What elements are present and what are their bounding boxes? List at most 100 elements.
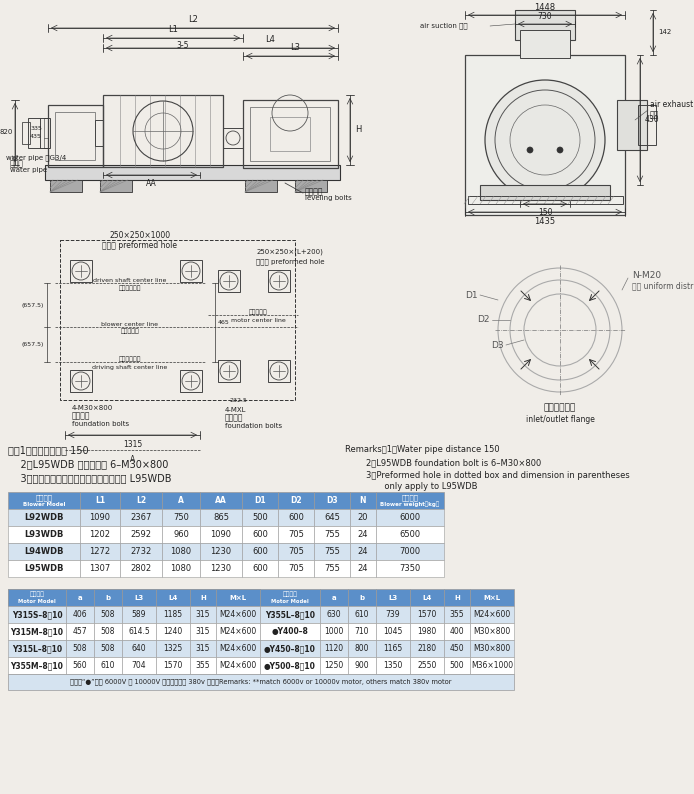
Text: N-M20: N-M20 [632,271,661,279]
Text: 610: 610 [101,661,115,670]
Bar [216,657,260,674]
Bar [410,589,444,606]
Text: ●Y500–8．10: ●Y500–8．10 [264,661,316,670]
Text: 2592: 2592 [130,530,151,539]
Text: 142: 142 [658,29,671,35]
Bar [223,128,243,148]
Text: foundation bolts: foundation bolts [72,421,129,427]
Text: D2: D2 [477,315,490,325]
Text: 电机中心线: 电机中心线 [248,309,267,314]
Bar [162,543,200,560]
Text: Y315S–8．10: Y315S–8．10 [12,610,62,619]
Bar [348,606,376,623]
Text: 1000: 1000 [324,627,344,636]
Text: H: H [200,595,206,600]
Text: foundation bolts: foundation bolts [225,423,282,429]
Text: H: H [355,125,362,134]
Text: air suction 进气: air suction 进气 [420,23,468,29]
Text: 1202: 1202 [90,530,110,539]
Bar [180,370,202,392]
Bar [80,526,120,543]
Text: 1080: 1080 [171,547,192,556]
Text: 800: 800 [355,644,369,653]
Bar [45,165,340,180]
Text: ●Y450–8．10: ●Y450–8．10 [264,644,316,653]
Text: 4-MXL: 4-MXL [225,407,246,413]
Bar [245,180,277,192]
Text: water pipe 接G3/4: water pipe 接G3/4 [6,155,66,161]
Bar [376,509,444,526]
Text: L94WDB: L94WDB [24,547,64,556]
Bar [314,560,350,577]
Text: 150: 150 [538,208,552,217]
Bar [278,560,314,577]
Text: 電機型號: 電機型號 [282,592,298,597]
Text: 865: 865 [213,513,229,522]
Bar [314,492,350,509]
Bar [376,623,410,640]
Text: D3: D3 [491,341,504,349]
Bar [190,623,216,640]
Bar [260,640,320,657]
Text: 645: 645 [324,513,340,522]
Circle shape [527,147,533,153]
Text: 地脚螺栓: 地脚螺栓 [72,411,90,421]
Text: 315: 315 [196,627,210,636]
Text: M24×600: M24×600 [473,610,511,619]
Text: 1250: 1250 [324,661,344,670]
Text: 315: 315 [196,644,210,653]
Bar [8,623,66,640]
Text: Y355M–8．10: Y355M–8．10 [10,661,63,670]
Text: 注：帶“●”適用 6000V 或 10000V 電機，其餘為 380v 電機。Remarks: **match 6000v or 10000v motor, o: 注：帶“●”適用 6000V 或 10000V 電機，其餘為 380v 電機。R… [70,679,452,685]
Bar [350,543,376,560]
Text: 1435: 1435 [534,217,556,226]
Bar [348,623,376,640]
Text: 820: 820 [0,129,13,135]
Text: M30×800: M30×800 [473,644,511,653]
Text: AA: AA [146,179,156,188]
Bar [410,657,444,674]
Bar [48,105,103,167]
Text: only apply to L95WDB: only apply to L95WDB [345,482,477,491]
Bar [190,640,216,657]
Bar [94,606,122,623]
Text: L1: L1 [168,25,178,34]
Text: 3、虛線框內預留孔及括號內尺寸僅用於 L95WDB: 3、虛線框內預留孔及括號內尺寸僅用於 L95WDB [8,473,171,483]
Text: leveling bolts: leveling bolts [305,195,352,201]
Text: AA: AA [215,496,227,505]
Text: 7000: 7000 [400,547,421,556]
Bar [156,640,190,657]
Text: D1: D1 [466,291,478,299]
Text: 1350: 1350 [383,661,403,670]
Text: 1272: 1272 [90,547,110,556]
Text: 4-M30×800: 4-M30×800 [72,405,113,411]
Bar [350,560,376,577]
Bar [8,492,80,509]
Bar [320,657,348,674]
Bar [268,360,290,382]
Text: water pipe: water pipe [10,167,47,173]
Text: 755: 755 [324,547,340,556]
Bar [350,492,376,509]
Bar [94,640,122,657]
Bar [376,543,444,560]
Text: 640: 640 [132,644,146,653]
Bar [376,589,410,606]
Text: L2: L2 [136,496,146,505]
Bar [122,640,156,657]
Bar [70,260,92,282]
Text: M24×600: M24×600 [219,627,257,636]
Bar [103,95,223,167]
Bar [216,640,260,657]
Bar [120,509,162,526]
Bar [8,543,80,560]
Text: 主动轴中心线: 主动轴中心线 [119,357,142,362]
Text: 3、Preformed hole in dotted box and dimension in parentheses: 3、Preformed hole in dotted box and dimen… [345,471,629,480]
Bar [320,640,348,657]
Bar [156,606,190,623]
Bar [470,657,514,674]
Bar [376,526,444,543]
Bar [200,560,242,577]
Bar [320,589,348,606]
Text: 24: 24 [357,564,369,573]
